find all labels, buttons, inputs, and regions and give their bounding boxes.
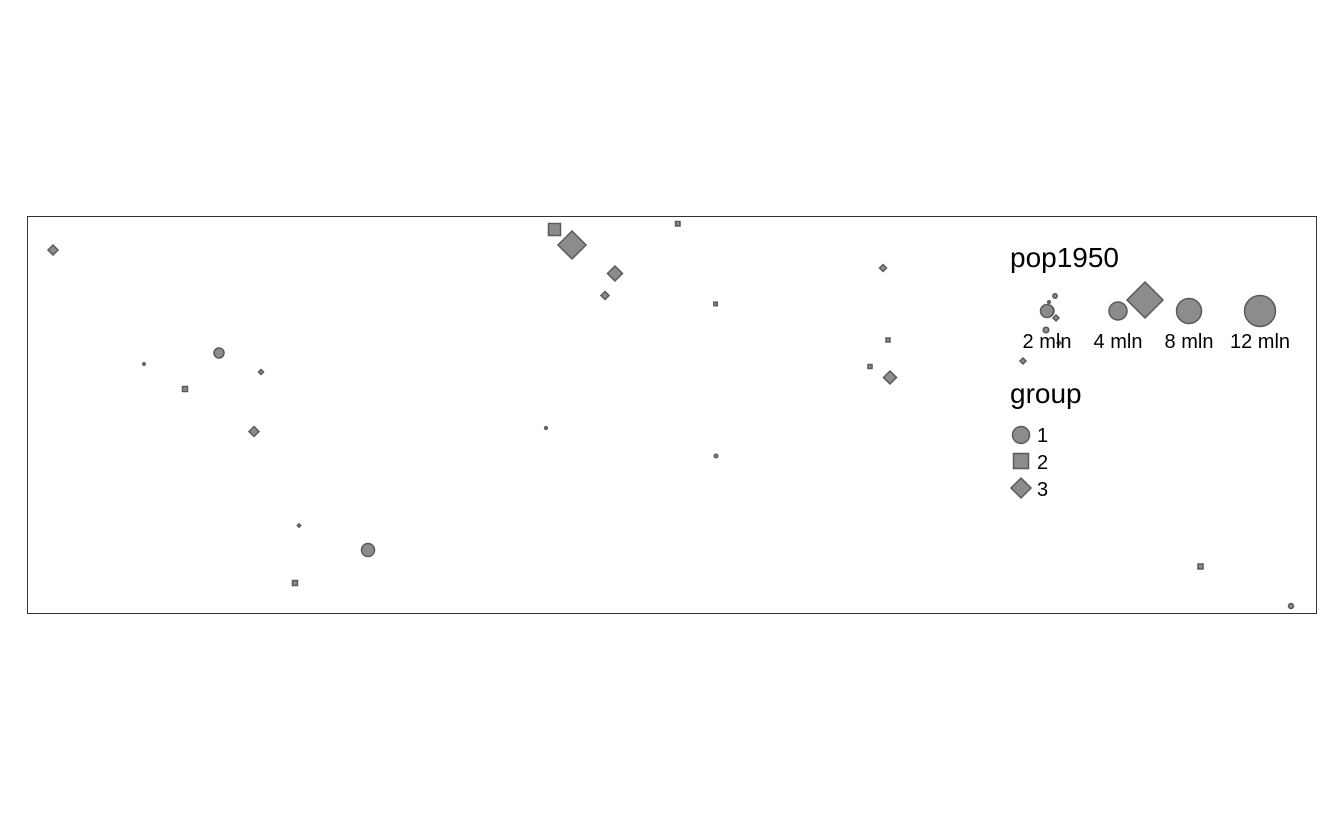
legend-group-label: 3: [1037, 479, 1048, 501]
city-symbol: [213, 347, 225, 359]
legend-group-diamond-icon: [1009, 476, 1033, 500]
legend-group-label: 2: [1037, 452, 1048, 474]
legend-group-circle-icon: [1011, 425, 1031, 445]
city-symbol: [291, 579, 299, 587]
legend-group-title: group: [1010, 378, 1082, 409]
city-symbol: [1052, 293, 1058, 299]
city-symbol: [599, 290, 611, 301]
city-symbol: [1055, 339, 1063, 347]
city-symbol: [1018, 356, 1028, 366]
city-symbol: [867, 363, 873, 370]
city-symbol: [674, 220, 681, 227]
city-symbol: [1197, 563, 1204, 570]
city-symbol: [1287, 602, 1295, 610]
legend-group: group 1 2 3: [1009, 378, 1082, 501]
city-symbol: [885, 337, 891, 343]
legend-group-label: 1: [1037, 425, 1048, 447]
city-symbol: [543, 425, 549, 431]
city-symbol: [713, 453, 719, 459]
legend-size: pop1950 2 mln 4 mln 8 mln 12 mln: [1010, 242, 1290, 353]
city-symbols: [46, 220, 1295, 610]
city-symbol: [1042, 326, 1050, 334]
city-symbol: [713, 301, 719, 307]
legend-size-title: pop1950: [1010, 242, 1119, 273]
city-symbol: [247, 425, 261, 438]
city-symbol: [1051, 313, 1061, 323]
legend-group-square-icon: [1012, 452, 1030, 470]
city-symbol: [296, 522, 302, 529]
city-symbol: [556, 229, 588, 261]
city-symbol: [882, 369, 898, 386]
city-symbol: [606, 264, 624, 283]
city-symbol: [142, 362, 146, 366]
legend-size-symbol-4mln: [1108, 301, 1128, 321]
legend-size-symbol-8mln: [1175, 297, 1203, 325]
legend-size-symbol-12mln: [1243, 294, 1277, 328]
city-symbol: [1125, 280, 1165, 320]
city-symbol: [878, 263, 888, 273]
city-symbol: [547, 222, 562, 237]
legend-size-label: 2 mln: [1023, 331, 1072, 353]
map-frame: [27, 216, 1317, 614]
city-symbol: [1046, 299, 1052, 305]
legend-size-label: 8 mln: [1165, 331, 1214, 353]
city-symbol: [181, 385, 189, 393]
legend-size-symbol-2mln: [1039, 303, 1055, 319]
city-symbol: [360, 542, 376, 558]
city-symbol: [46, 243, 60, 257]
city-symbol: [257, 368, 265, 376]
legend-size-label: 4 mln: [1094, 331, 1143, 353]
legend-size-label: 12 mln: [1230, 331, 1290, 353]
